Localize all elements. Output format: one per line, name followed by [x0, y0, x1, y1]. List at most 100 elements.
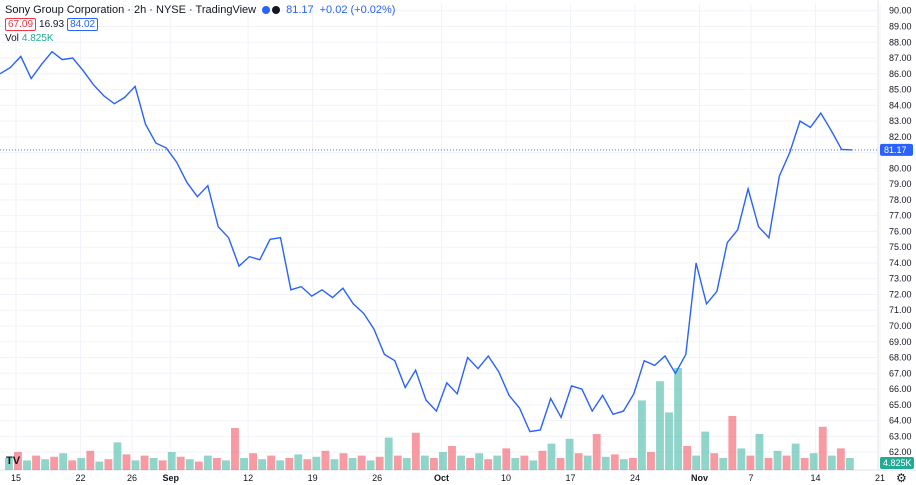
volume-bar: [692, 455, 701, 470]
y-tick-label: 68.00: [889, 353, 912, 363]
y-tick-label: 63.00: [889, 431, 912, 441]
volume-bar: [701, 431, 710, 470]
volume-bar: [249, 453, 257, 470]
x-tick-label: 24: [630, 473, 640, 483]
y-tick-label: 73.00: [889, 274, 912, 284]
volume-bar: [285, 458, 294, 470]
volume-bar: [737, 448, 746, 470]
y-tick-label: 70.00: [889, 321, 912, 331]
symbol-legend: Sony Group Corporation · 2h · NYSE · Tra…: [5, 4, 395, 16]
volume-bar: [547, 443, 556, 470]
volume-bar: [809, 453, 818, 470]
volume-bar: [457, 455, 465, 470]
price-series-line: [0, 50, 853, 433]
volume-bar: [167, 452, 176, 470]
x-tick-label: 26: [372, 473, 382, 483]
volume-bar: [791, 443, 800, 470]
volume-bar: [773, 450, 782, 470]
volume-bar: [610, 454, 619, 470]
y-tick-label: 84.00: [889, 100, 912, 110]
volume-bar: [366, 460, 375, 470]
spread-value: 16.93: [39, 19, 65, 30]
volume-bar: [538, 450, 547, 470]
y-tick-label: 78.00: [889, 195, 912, 205]
volume-bar: [131, 460, 140, 470]
volume-bar: [755, 434, 764, 470]
volume-bar: [14, 452, 22, 470]
volume-bar: [23, 460, 31, 470]
volume-bar: [384, 437, 393, 470]
volume-bar: [565, 438, 574, 470]
y-tick-label: 80.00: [889, 163, 912, 173]
y-tick-label: 75.00: [889, 242, 912, 252]
volume-bar: [59, 453, 68, 470]
y-tick-label: 64.00: [889, 416, 912, 426]
ohlc-row: 67.09 16.93 84.02: [5, 18, 99, 31]
status-dot-icon: [262, 6, 271, 14]
x-tick-label: Sep: [162, 473, 179, 483]
volume-bar: [484, 459, 493, 470]
volume-bar: [628, 458, 637, 470]
y-tick-label: 74.00: [889, 258, 912, 268]
x-tick-label: 14: [811, 473, 821, 483]
x-tick-label: 22: [75, 473, 85, 483]
volume-bar: [258, 459, 267, 470]
y-tick-label: 72.00: [889, 289, 912, 299]
price-change: +0.02 (+0.02%): [319, 4, 396, 16]
volume-bar: [276, 460, 285, 470]
volume-bar: [493, 455, 502, 470]
y-tick-label: 83.00: [889, 116, 912, 126]
x-tick-label: 19: [308, 473, 318, 483]
volume-bar: [149, 458, 158, 470]
volume-label: Vol: [5, 33, 19, 44]
volume-bar: [556, 458, 565, 470]
volume-bar: [619, 459, 628, 470]
volume-bar: [357, 455, 366, 470]
volume-bar: [764, 458, 773, 470]
volume-bar: [104, 459, 113, 470]
x-tick-label: Oct: [434, 473, 449, 483]
volume-bar: [583, 455, 592, 470]
volume-bar: [592, 434, 601, 470]
tradingview-logo-icon[interactable]: TV: [6, 455, 21, 467]
settings-gear-icon[interactable]: ⚙: [896, 471, 907, 485]
volume-bar: [411, 432, 420, 470]
volume-bar: [330, 459, 339, 470]
x-tick-label: 15: [11, 473, 21, 483]
symbol-title[interactable]: Sony Group Corporation · 2h · NYSE · Tra…: [5, 4, 257, 16]
volume-bar: [122, 454, 131, 470]
volume-bar: [728, 416, 737, 470]
volume-bar: [647, 452, 655, 470]
y-tick-label: 88.00: [889, 37, 912, 47]
price-axis[interactable]: 90.00 89.00 88.00 87.00 86.00 85.00 84.00 83.00…: [889, 6, 912, 457]
x-tick-label: 21: [875, 473, 885, 483]
y-tick-label: 85.00: [889, 85, 912, 95]
volume-bar: [845, 458, 854, 470]
high-value: 84.02: [67, 18, 99, 31]
volume-bar: [176, 456, 185, 470]
volume-bar: [719, 458, 728, 470]
volume-bar: [674, 368, 682, 470]
y-tick-label: 79.00: [889, 179, 912, 189]
volume-bar: [502, 448, 511, 470]
last-price-tag: 81.17: [880, 143, 913, 156]
volume-bar: [240, 458, 248, 470]
volume-bar: [448, 446, 456, 470]
time-axis[interactable]: 15 22 26 Sep 12 19 26 Oct 10 17 24 Nov 7 14 21: [11, 473, 885, 483]
volume-bar: [574, 453, 583, 470]
open-value: 67.09: [5, 18, 37, 31]
volume-bar: [203, 455, 212, 470]
volume-bar: [656, 381, 664, 470]
volume-bar: [402, 458, 411, 470]
y-tick-label: 89.00: [889, 21, 912, 31]
volume-bar: [303, 459, 312, 470]
y-tick-label: 67.00: [889, 368, 912, 378]
volume-bar: [321, 450, 330, 470]
volume-bar: [77, 458, 86, 470]
volume-bar: [113, 442, 122, 470]
y-tick-label: 82.00: [889, 132, 912, 142]
volume-bar: [95, 461, 104, 470]
volume-bar: [637, 400, 646, 470]
x-tick-label: 10: [501, 473, 511, 483]
